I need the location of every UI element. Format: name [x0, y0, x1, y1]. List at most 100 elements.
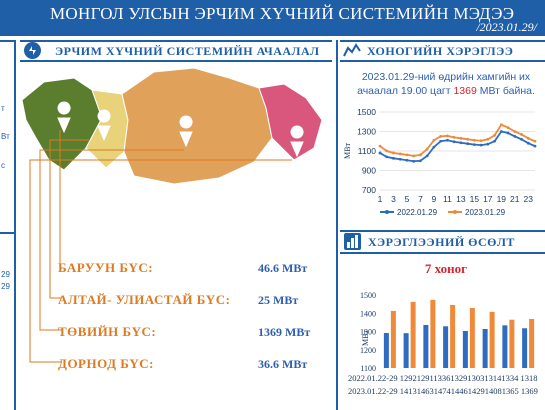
region-altai-value: 25 МВт [258, 293, 299, 307]
caption-line-1: 2023.01.29-ний өдрийн хамгийн их [361, 71, 531, 83]
x-tick-label: 3 [391, 194, 396, 204]
page-header: МОНГОЛ УЛСЫН ЭРЧИМ ХҮЧНИЙ СИСТЕМИЙН МЭДЭ… [0, 0, 545, 36]
peak-value: 1369 [453, 85, 477, 97]
altai-pin-icon [97, 109, 111, 142]
x-tick-label: 1 [378, 194, 383, 204]
y-tick-label: 1400 [360, 309, 376, 318]
data-point [385, 149, 389, 153]
y-tick-label: 1300 [360, 328, 376, 337]
data-point [520, 137, 523, 141]
legend-marker [453, 210, 457, 214]
data-point [513, 134, 517, 138]
eastern-region [258, 83, 323, 161]
data-point [432, 138, 436, 142]
data-point [520, 133, 523, 136]
x-tick-label: 15 [470, 194, 480, 204]
left-fragment: 29 [1, 282, 10, 291]
daily-consumption-title: ХОНОГИЙН ХЭРЭГЛЭЭ [367, 44, 514, 58]
region-altai-label: АЛТАЙ- УЛИАСТАЙ БҮС: [58, 292, 231, 307]
x-tick-label: 5 [405, 194, 410, 204]
right-rule-growth-top [340, 230, 545, 232]
data-point [412, 154, 416, 158]
bar-2022.01.22-29-01.29 [522, 328, 528, 368]
data-point [472, 138, 476, 142]
eastern-pin-icon [290, 125, 304, 158]
line-chart-icon [343, 42, 361, 64]
data-point [392, 151, 395, 155]
power-icon [24, 42, 41, 59]
bottom-row-2022: 2022.01.22-29 12921291133613291303131413… [348, 373, 538, 383]
x-tick-label: 17 [483, 194, 493, 204]
middle-rule-top [20, 40, 332, 42]
left-panel-rule-top [0, 40, 16, 42]
data-point [513, 130, 517, 133]
data-point [506, 126, 510, 129]
bar-2022.01.22-29-01.27 [482, 329, 488, 368]
bar-2023.01.22-29-01.28 [509, 319, 515, 368]
data-point [419, 159, 422, 163]
region-east-label: ДОРНОД БҮС: [58, 356, 154, 371]
daily-caption: 2023.01.29-ний өдрийн хамгийн их ачаалал… [348, 70, 544, 98]
western-pin-icon [57, 101, 71, 134]
data-point [466, 142, 470, 146]
data-point [452, 140, 456, 144]
x-tick-label: 19 [497, 194, 507, 204]
central-pin-icon [179, 115, 193, 148]
bar-2022.01.22-29-01.23 [403, 333, 409, 368]
data-point [398, 152, 402, 156]
legend-marker [385, 210, 389, 214]
right-rule-mid [340, 60, 545, 62]
data-point [405, 153, 409, 157]
bar-2023.01.22-29-01.24 [430, 299, 436, 368]
bar-2023.01.22-29-01.27 [489, 311, 495, 368]
y-tick-label: 1100 [358, 146, 377, 156]
data-point [405, 158, 409, 162]
caption-line-2: ачаалал 19.00 цагт 1369 МВт байна. [357, 85, 535, 97]
region-west-value: 46.6 МВт [258, 261, 308, 275]
data-point [385, 155, 389, 159]
data-point [378, 144, 382, 148]
data-point [459, 141, 463, 145]
bar-2023.01.22-29-01.29 [529, 318, 535, 368]
left-fragment: 29 [1, 270, 10, 279]
data-point [479, 139, 483, 143]
data-point [493, 139, 496, 143]
data-point [526, 136, 530, 140]
weekly-bar-chart: 1100 1200 1300 1400 1500 МВт [360, 291, 535, 372]
data-point [486, 137, 490, 141]
left-panel-border [14, 40, 16, 410]
mongolia-region-map [21, 67, 323, 185]
x-tick-label: 7 [418, 194, 423, 204]
consumption-growth-title: ХЭРЭГЛЭЭНИЙ ӨСӨЛТ [368, 235, 515, 249]
x-tick-label: 13 [456, 194, 466, 204]
week-title: 7 хоног [424, 261, 468, 276]
x-tick-label: 23 [524, 194, 534, 204]
data-point [419, 153, 422, 157]
data-point [459, 136, 463, 140]
x-tick-label: 9 [432, 194, 437, 204]
legend-label: 2023.01.29 [465, 208, 506, 217]
y-axis-label: МВт [361, 330, 370, 346]
x-tick-label: 21 [510, 194, 520, 204]
y-tick-label: 1300 [357, 127, 376, 137]
data-point [425, 147, 429, 151]
bar-2023.01.22-29-01.26 [469, 308, 475, 368]
bar-2022.01.22-29-01.24 [423, 324, 429, 368]
data-point [479, 143, 483, 147]
left-fragment: с [1, 161, 5, 170]
right-panel-border [336, 40, 338, 410]
data-point [445, 138, 449, 142]
bar-2022.01.22-29-01.25 [443, 326, 449, 368]
data-point [439, 139, 443, 143]
region-central-value: 1369 МВт [258, 325, 311, 339]
y-tick-label: 1100 [360, 364, 376, 372]
data-point [432, 145, 436, 149]
system-status-title: ЭРЧИМ ХҮЧНИЙ СИСТЕМИЙН АЧААЛАЛ [55, 44, 320, 58]
data-point [499, 123, 503, 127]
bar-2023.01.22-29-01.25 [450, 304, 456, 368]
bottom-row-2023: 2023.01.22-29 14131463147414461429140813… [348, 386, 538, 396]
y-tick-label: 1500 [357, 107, 376, 117]
data-point [412, 159, 416, 163]
